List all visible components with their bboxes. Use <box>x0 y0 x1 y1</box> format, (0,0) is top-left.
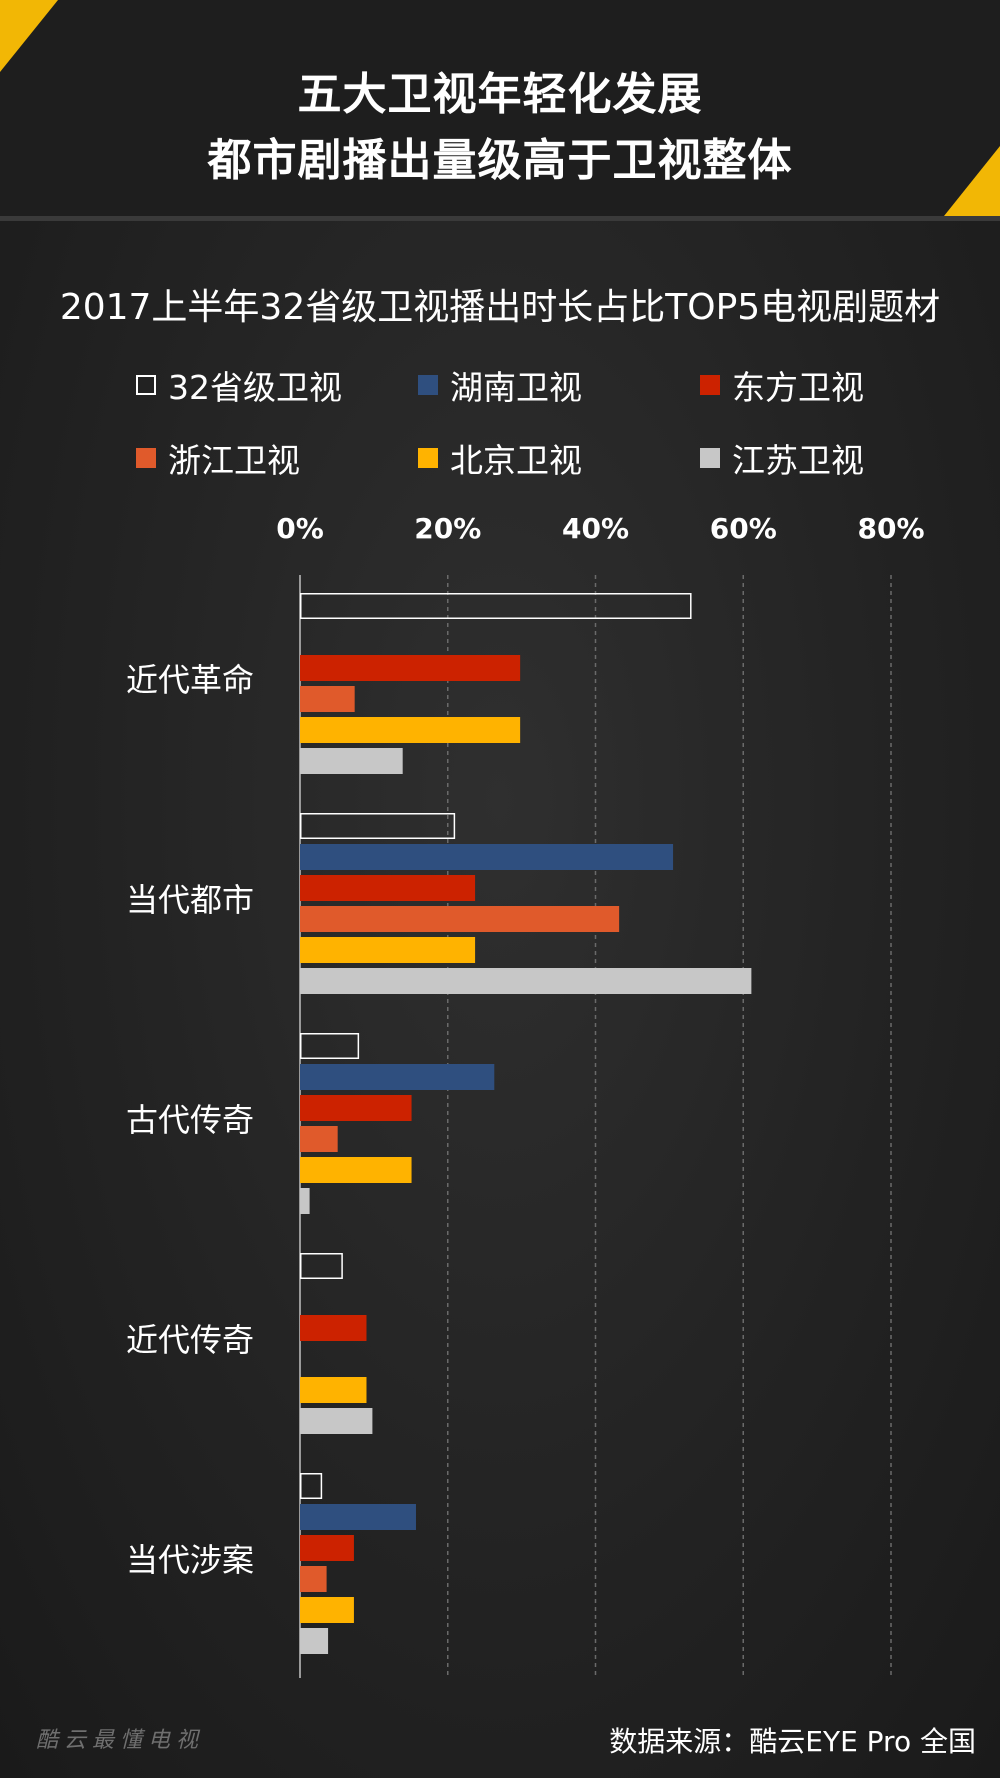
legend-item-江苏卫视: 江苏卫视 <box>700 438 864 480</box>
x-tick-label: 40% <box>562 512 629 545</box>
x-tick-label: 0% <box>276 512 324 545</box>
legend-label: 东方卫视 <box>732 368 864 407</box>
bar <box>300 1157 412 1183</box>
corner-accent-top-left <box>0 0 58 72</box>
watermark-logo: 酷云最懂电视 <box>36 1728 205 1753</box>
legend-label: 32省级卫视 <box>168 368 342 407</box>
bar <box>300 593 692 619</box>
bar <box>300 906 620 932</box>
data-source: 数据来源：酷云EYE Pro 全国 <box>609 1725 976 1758</box>
bar <box>300 748 403 774</box>
legend-item-北京卫视: 北京卫视 <box>418 438 582 480</box>
header-divider <box>0 216 1000 221</box>
bar <box>300 875 476 901</box>
bar <box>300 1408 373 1434</box>
bar <box>300 1253 343 1279</box>
legend-item-浙江卫视: 浙江卫视 <box>136 438 300 480</box>
category-label: 古代传奇 <box>126 1101 254 1139</box>
legend-swatch <box>418 375 438 395</box>
legend-swatch <box>136 375 156 395</box>
bar <box>300 968 752 994</box>
bar <box>300 1188 310 1214</box>
bar <box>300 1535 354 1561</box>
category-label: 当代都市 <box>126 881 254 919</box>
bar <box>300 1566 327 1592</box>
bar <box>300 844 674 870</box>
legend-swatch <box>136 448 156 468</box>
bar <box>300 1033 360 1059</box>
bar <box>300 1064 495 1090</box>
legend-label: 浙江卫视 <box>168 441 300 480</box>
bar <box>300 937 476 963</box>
bar <box>300 1597 354 1623</box>
x-tick-label: 80% <box>857 512 924 545</box>
legend-item-32省级卫视: 32省级卫视 <box>136 365 342 407</box>
legend-label: 江苏卫视 <box>732 441 864 480</box>
category-label: 近代传奇 <box>126 1321 254 1359</box>
chart-title: 2017上半年32省级卫视播出时长占比TOP5电视剧题材 <box>59 287 941 328</box>
bar <box>300 813 456 839</box>
bar <box>300 1473 323 1499</box>
category-label: 近代革命 <box>126 661 254 699</box>
legend-item-东方卫视: 东方卫视 <box>700 365 864 407</box>
legend-swatch <box>418 448 438 468</box>
bar <box>300 1504 416 1530</box>
category-label: 当代涉案 <box>126 1541 254 1579</box>
x-tick-label: 60% <box>710 512 777 545</box>
corner-accent-bottom-right <box>944 146 1000 216</box>
x-tick-label: 20% <box>414 512 481 545</box>
bar <box>300 1095 412 1121</box>
headline-line-1: 五大卫视年轻化发展 <box>297 69 703 120</box>
legend-label: 北京卫视 <box>450 441 582 480</box>
bar <box>300 686 355 712</box>
bar <box>300 1377 367 1403</box>
headline-line-2: 都市剧播出量级高于卫视整体 <box>207 135 793 186</box>
bar <box>300 1126 338 1152</box>
bar <box>300 1628 329 1654</box>
header-banner: 五大卫视年轻化发展 都市剧播出量级高于卫视整体 <box>0 0 1000 216</box>
bar <box>300 1315 367 1341</box>
legend-swatch <box>700 375 720 395</box>
legend-label: 湖南卫视 <box>450 368 582 407</box>
bar <box>300 655 521 681</box>
legend-item-湖南卫视: 湖南卫视 <box>418 365 582 407</box>
legend-swatch <box>700 448 720 468</box>
bar <box>300 717 521 743</box>
